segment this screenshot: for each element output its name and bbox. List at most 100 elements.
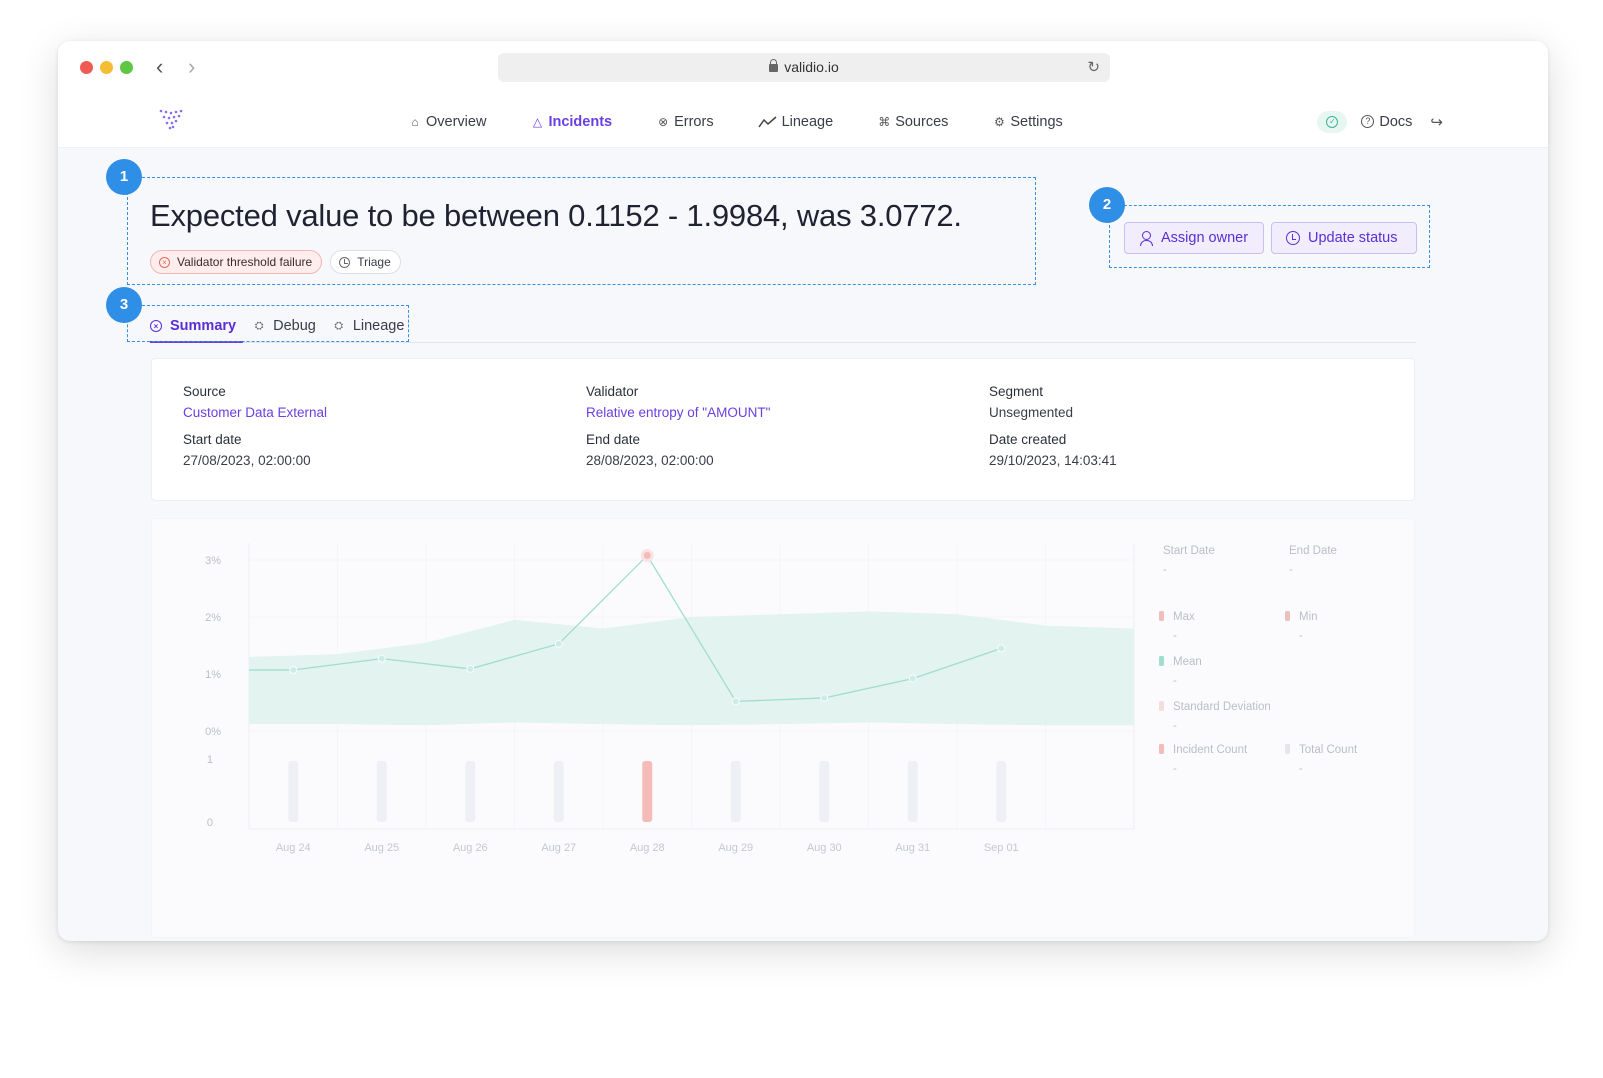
- nav-item-lineage[interactable]: Lineage: [757, 114, 833, 130]
- source-label: Source: [183, 384, 226, 399]
- annotation-box-3: [127, 305, 409, 342]
- data-point: [554, 639, 563, 648]
- legend-incident-count-value: -: [1173, 763, 1177, 775]
- end-date-value: 28/08/2023, 02:00:00: [586, 453, 714, 468]
- nav-label: Overview: [426, 113, 487, 130]
- x-tick-label: Aug 26: [453, 842, 488, 854]
- count-y-tick-label: 0: [207, 817, 213, 829]
- logout-icon[interactable]: ↪: [1430, 113, 1443, 131]
- date-created-value: 29/10/2023, 14:03:41: [989, 453, 1117, 468]
- close-window-button[interactable]: [80, 61, 93, 74]
- incident-chart: 0% 1% 2% 3% 0 1 Aug 24 Aug 25 Aug 26 Aug 27 Aug 28…: [205, 543, 1358, 854]
- x-circle-icon: ×: [159, 256, 170, 268]
- count-bar: [730, 761, 741, 822]
- x-tick-label: Aug 29: [718, 842, 753, 854]
- status-badge[interactable]: Triage: [330, 250, 401, 274]
- validator-label: Validator: [586, 384, 639, 399]
- count-bar: [907, 761, 918, 822]
- nav-item-incidents[interactable]: △ Incidents: [530, 114, 612, 130]
- legend-mean-swatch: [1159, 656, 1164, 666]
- legend-max-label: Max: [1173, 611, 1195, 623]
- data-point: [377, 654, 386, 663]
- legend-std-swatch: [1159, 701, 1164, 711]
- count-bar: [553, 761, 564, 822]
- tab-debug[interactable]: ⛭ Debug: [253, 318, 316, 334]
- nav-label: Incidents: [548, 113, 613, 130]
- maximize-window-button[interactable]: [120, 61, 133, 74]
- start-date-field: Start date 27/08/2023, 02:00:00: [183, 432, 311, 468]
- tab-lineage[interactable]: ⛭ Lineage: [333, 318, 405, 334]
- tab-bar: × Summary ⛭ Debug ⛭ Lineage: [150, 312, 421, 340]
- status-indicator[interactable]: ✓: [1317, 110, 1348, 133]
- sources-icon: ⌘: [878, 114, 891, 129]
- nav-item-errors[interactable]: ⊗ Errors: [656, 114, 714, 130]
- main-menu: ⌂ Overview △ Incidents ⊗ Errors Lineage ⌘ So…: [408, 95, 1107, 148]
- legend-end-date-label: End Date: [1289, 545, 1337, 557]
- x-tick-label: Aug 24: [276, 842, 311, 854]
- warning-icon: △: [532, 114, 543, 129]
- legend-min-label: Min: [1299, 611, 1318, 623]
- bug-icon: ⛭: [334, 319, 344, 332]
- tab-label: Lineage: [352, 318, 405, 334]
- status-badge-label: Triage: [357, 255, 391, 269]
- tab-summary[interactable]: × Summary: [150, 318, 236, 334]
- y-tick-label: 0%: [205, 726, 221, 738]
- x-tick-label: Aug 28: [630, 842, 665, 854]
- annotation-badge-3: 3: [106, 287, 142, 323]
- bug-icon: ⛭: [254, 319, 264, 332]
- nav-label: Settings: [1010, 113, 1063, 130]
- y-tick-label: 3%: [205, 555, 221, 567]
- legend-min-swatch: [1285, 611, 1290, 621]
- lock-icon: [769, 59, 779, 72]
- validio-logo[interactable]: [159, 109, 183, 131]
- x-tick-label: Aug 25: [364, 842, 399, 854]
- data-point: [466, 664, 475, 673]
- validator-link[interactable]: Relative entropy of "AMOUNT": [586, 405, 771, 420]
- legend-start-date-label: Start Date: [1163, 545, 1215, 557]
- segment-label: Segment: [989, 384, 1044, 399]
- assign-owner-button[interactable]: Assign owner: [1124, 222, 1264, 254]
- count-bar: [996, 761, 1007, 822]
- start-date-label: Start date: [183, 432, 242, 447]
- expected-range-band: [249, 611, 1134, 726]
- incident-count-bar: [642, 761, 653, 822]
- end-date-field: End date 28/08/2023, 02:00:00: [586, 432, 714, 468]
- nav-item-settings[interactable]: ⚙ Settings: [992, 113, 1063, 130]
- annotation-badge-2: 2: [1089, 187, 1125, 223]
- incident-chart-card: 0% 1% 2% 3% 0 1 Aug 24 Aug 25 Aug 26 Aug 27 Aug 28…: [151, 518, 1415, 938]
- forward-arrow-icon[interactable]: ›: [188, 54, 196, 79]
- x-tick-label: Sep 01: [984, 842, 1019, 854]
- x-tick-label: Aug 30: [807, 842, 842, 854]
- failure-badge: × Validator threshold failure: [150, 250, 323, 274]
- count-bar: [288, 761, 299, 822]
- back-arrow-icon[interactable]: ‹: [156, 54, 164, 79]
- failure-badge-label: Validator threshold failure: [177, 255, 313, 269]
- update-status-button[interactable]: Update status: [1271, 222, 1417, 254]
- x-circle-icon: ×: [150, 320, 162, 332]
- active-tab-indicator: [150, 341, 243, 343]
- tab-divider: [150, 342, 1416, 343]
- incident-chips: × Validator threshold failure Triage: [150, 250, 409, 274]
- minimize-window-button[interactable]: [100, 61, 113, 74]
- annotation-badge-1: 1: [106, 159, 142, 195]
- update-status-label: Update status: [1308, 230, 1398, 246]
- nav-label: Sources: [895, 113, 949, 130]
- home-icon: ⌂: [411, 114, 419, 129]
- docs-link[interactable]: ? Docs: [1361, 114, 1412, 130]
- data-point: [289, 666, 298, 675]
- nav-item-overview[interactable]: ⌂ Overview: [408, 114, 486, 130]
- legend-mean-label: Mean: [1173, 656, 1202, 668]
- reload-icon[interactable]: ↻: [1087, 59, 1100, 76]
- validator-field: Validator Relative entropy of "AMOUNT": [586, 384, 770, 420]
- legend-start-date-value: -: [1163, 564, 1167, 576]
- address-bar[interactable]: validio.io ↻: [498, 53, 1110, 82]
- source-field: Source Customer Data External: [183, 384, 327, 420]
- x-circle-icon: ⊗: [658, 114, 669, 129]
- legend-incident-count-label: Incident Count: [1173, 744, 1248, 756]
- y-tick-label: 1%: [205, 669, 221, 681]
- source-link[interactable]: Customer Data External: [183, 405, 328, 420]
- lineage-icon: [757, 115, 778, 129]
- nav-item-sources[interactable]: ⌘ Sources: [877, 114, 948, 130]
- legend-total-count-label: Total Count: [1299, 744, 1358, 756]
- count-bar: [376, 761, 387, 822]
